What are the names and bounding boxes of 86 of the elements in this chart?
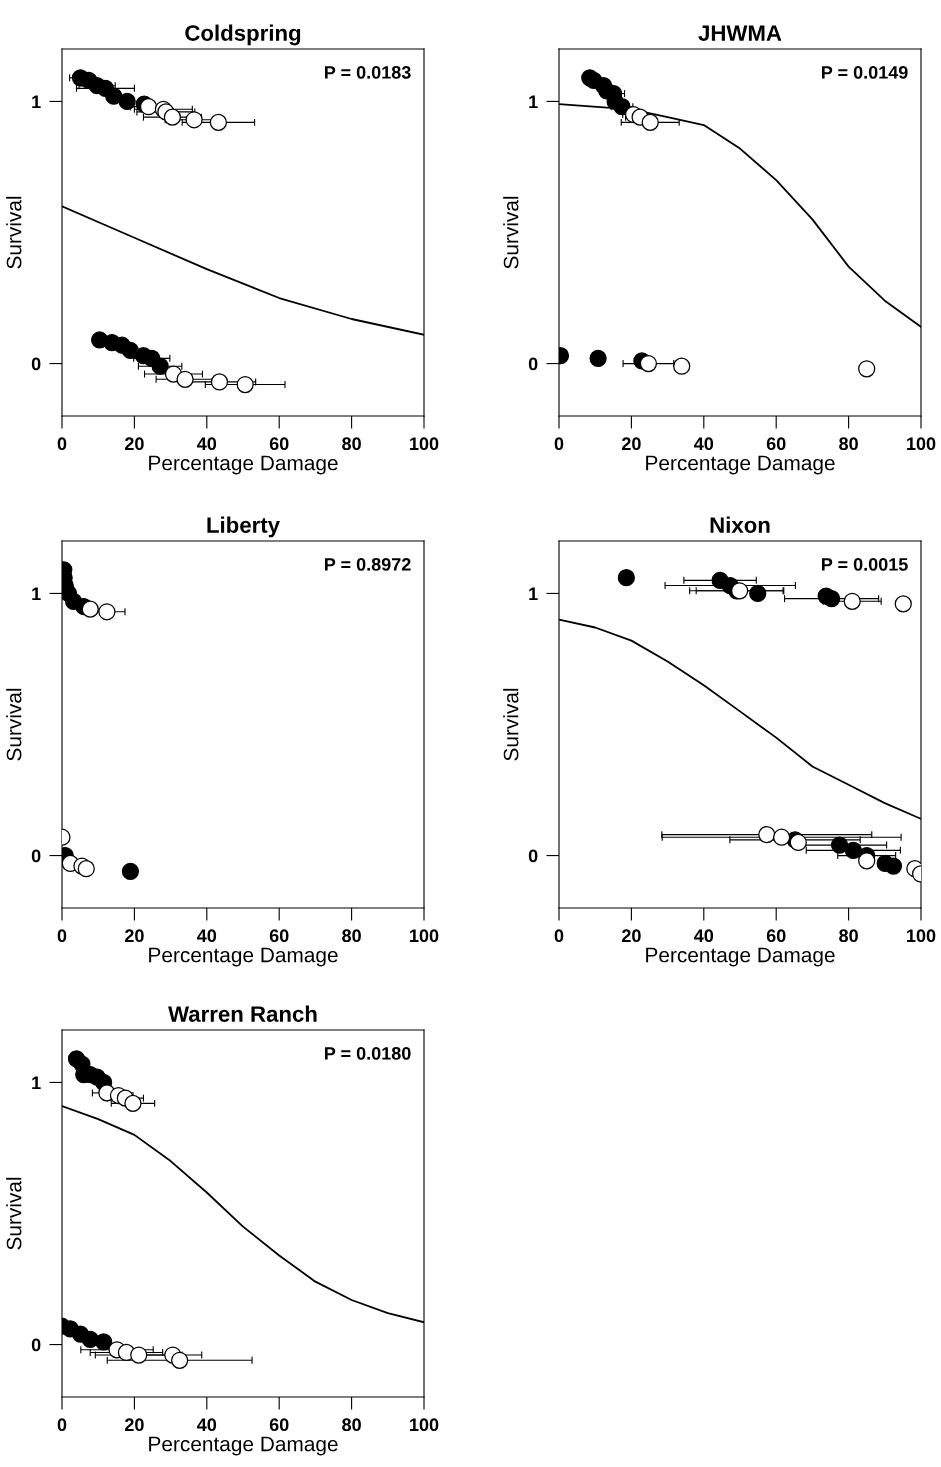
annotation: P = 0.0180	[325, 1046, 411, 1060]
point	[617, 569, 635, 587]
x-tick-label: 0	[57, 929, 67, 943]
y-tick-label: 1	[32, 95, 41, 108]
x-tick-label: 80	[342, 437, 361, 451]
y-tick-label: 1	[529, 95, 538, 108]
point	[830, 836, 849, 854]
x-tick-label: 60	[269, 929, 289, 943]
y-tick-label: 0	[528, 357, 538, 371]
point	[641, 113, 659, 132]
annotation: P = 0.8972	[325, 557, 411, 571]
point	[171, 1351, 189, 1369]
x-tick-label: 60	[269, 437, 289, 451]
x-tick-label: 0	[57, 1418, 67, 1432]
point	[844, 841, 862, 859]
annotation: P = 0.0149	[822, 65, 908, 79]
x-axis-title: Percentage Damage	[149, 1436, 338, 1456]
x-tick-label: 40	[197, 929, 217, 943]
point	[749, 584, 767, 603]
point	[95, 1333, 113, 1351]
y-tick-label: 0	[31, 357, 41, 371]
x-tick-label: 80	[839, 437, 858, 451]
y-axis-title: Survival	[6, 1177, 22, 1250]
chart-title: Warren Ranch	[168, 1005, 317, 1022]
point	[843, 592, 861, 610]
x-axis-title: Percentage Damage	[149, 947, 338, 967]
point	[139, 98, 158, 116]
x-tick-label: 20	[124, 1418, 144, 1432]
point	[210, 373, 229, 391]
x-tick-label: 20	[124, 437, 144, 451]
x-tick-label: 60	[269, 1418, 289, 1432]
y-axis-title: Survival	[503, 196, 519, 269]
x-tick-label: 0	[554, 929, 564, 943]
chart-title: Liberty	[207, 516, 280, 538]
x-tick-label: 20	[621, 929, 641, 943]
x-tick-label: 40	[197, 1418, 217, 1432]
point	[121, 341, 140, 360]
y-tick-label: 1	[32, 1076, 41, 1089]
y-tick-label: 1	[32, 587, 41, 600]
point	[758, 825, 776, 844]
y-tick-label: 0	[31, 1338, 41, 1352]
x-axis-title: Percentage Damage	[149, 455, 338, 475]
point	[639, 354, 658, 373]
x-tick-label: 100	[907, 929, 936, 943]
x-tick-label: 80	[839, 929, 858, 943]
x-tick-label: 20	[621, 437, 641, 451]
point	[163, 108, 182, 126]
chart-title: Nixon	[710, 516, 770, 533]
x-tick-label: 100	[907, 437, 936, 451]
y-tick-label: 0	[31, 849, 41, 863]
point	[773, 828, 791, 846]
x-tick-label: 40	[197, 437, 217, 451]
x-tick-label: 40	[694, 929, 714, 943]
chart-title: JHWMA	[698, 25, 782, 41]
point	[209, 113, 227, 132]
point	[151, 357, 169, 375]
x-tick-label: 60	[766, 929, 786, 943]
x-tick-label: 40	[694, 437, 714, 451]
x-tick-label: 60	[766, 437, 786, 451]
point	[176, 370, 194, 388]
x-tick-label: 80	[342, 1418, 361, 1432]
x-tick-label: 100	[410, 1418, 439, 1432]
x-tick-label: 0	[57, 437, 67, 451]
point	[236, 375, 254, 394]
x-tick-label: 100	[410, 437, 439, 451]
y-axis-title: Survival	[503, 688, 519, 761]
x-tick-label: 0	[554, 437, 564, 451]
chart-title: Coldspring	[185, 24, 301, 46]
y-axis-title: Survival	[6, 196, 22, 269]
point	[118, 92, 136, 111]
annotation: P = 0.0015	[822, 557, 908, 571]
annotation: P = 0.0183	[325, 65, 411, 79]
x-axis-title: Percentage Damage	[646, 455, 835, 475]
x-axis-title: Percentage Damage	[646, 947, 835, 967]
point	[185, 111, 203, 129]
x-tick-label: 20	[124, 929, 144, 943]
point	[105, 87, 123, 105]
point	[130, 1346, 148, 1364]
y-tick-label: 0	[528, 849, 538, 863]
point	[589, 349, 607, 367]
point	[858, 852, 876, 870]
y-tick-label: 1	[529, 587, 538, 600]
x-tick-label: 80	[342, 929, 361, 943]
x-tick-label: 100	[410, 929, 439, 943]
y-axis-title: Survival	[6, 688, 22, 761]
point	[124, 1094, 142, 1113]
